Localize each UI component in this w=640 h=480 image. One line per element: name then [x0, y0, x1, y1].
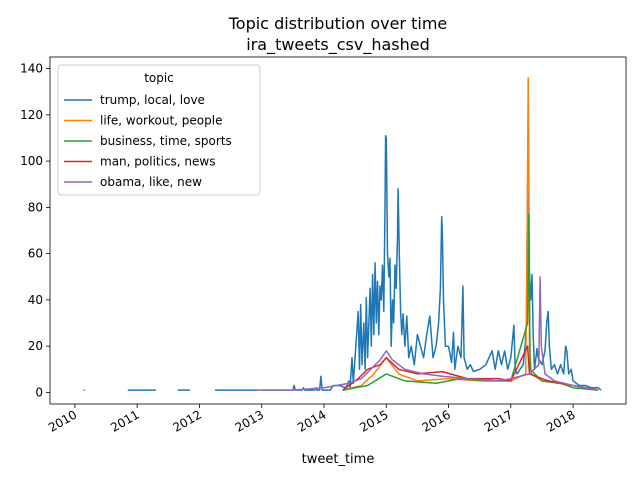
y-tick-label: 120	[20, 108, 43, 122]
chart-subtitle: ira_tweets_csv_hashed	[246, 35, 430, 55]
legend-box	[57, 64, 261, 196]
legend-label: life, workout, people	[100, 114, 222, 128]
series-line-0-segment-4	[261, 134, 602, 391]
y-tick-label: 140	[20, 62, 43, 76]
y-tick-label: 100	[20, 154, 43, 168]
legend-title: topic	[144, 71, 174, 85]
x-axis-label: tweet_time	[302, 452, 375, 467]
axes-frame	[49, 56, 627, 405]
y-tick-label: 0	[35, 385, 43, 399]
y-tick-label: 40	[28, 293, 43, 307]
legend-label: trump, local, love	[100, 93, 205, 107]
y-tick-label: 60	[28, 247, 43, 261]
legend-label: man, politics, news	[100, 155, 215, 169]
y-tick-label: 20	[28, 339, 43, 353]
chart-title: Topic distribution over time	[228, 14, 448, 33]
legend-label: business, time, sports	[100, 134, 232, 148]
y-tick-label: 80	[28, 200, 43, 214]
legend-label: obama, like, new	[100, 175, 202, 189]
series-line-4-segment-0	[255, 276, 599, 391]
